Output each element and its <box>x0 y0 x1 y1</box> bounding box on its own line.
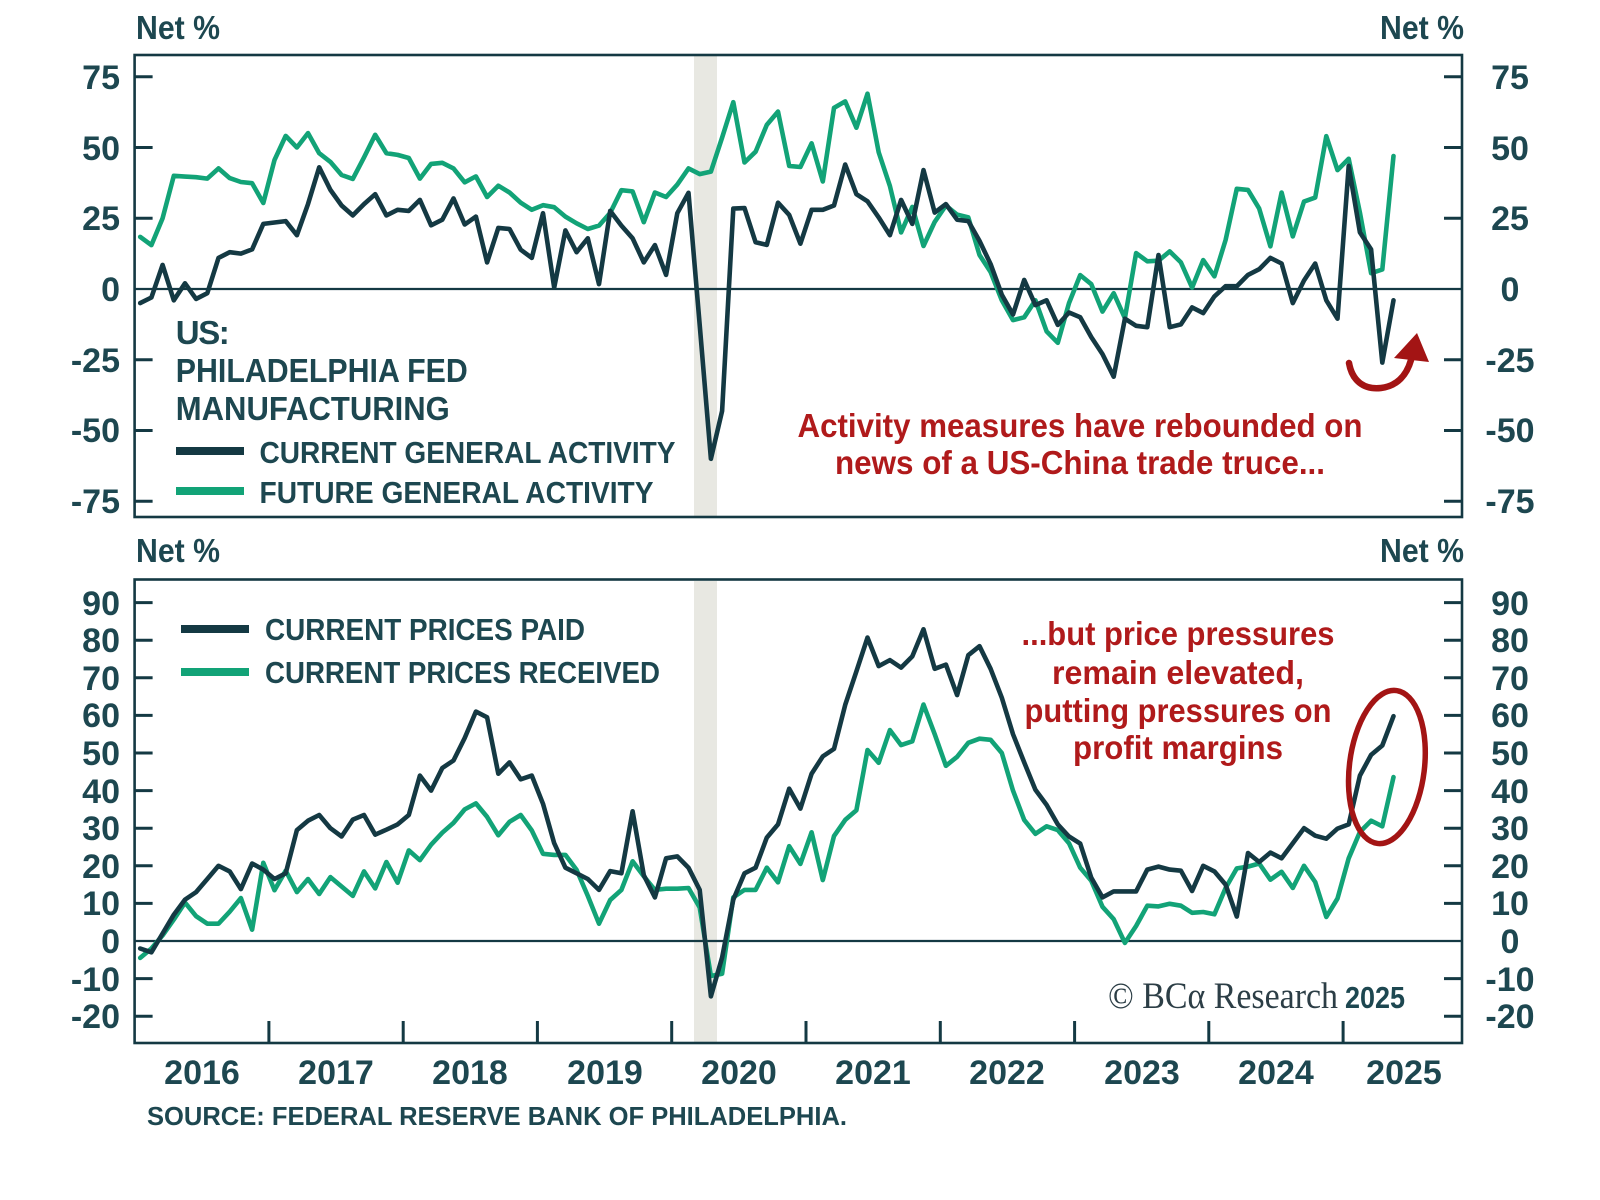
svg-text:70: 70 <box>1491 660 1529 698</box>
svg-text:40: 40 <box>82 773 120 811</box>
svg-text:-10: -10 <box>71 961 120 999</box>
svg-text:© BCα Research: © BCα Research <box>1108 976 1338 1017</box>
svg-text:MANUFACTURING: MANUFACTURING <box>176 390 450 427</box>
svg-text:Net %: Net % <box>136 532 220 569</box>
svg-text:US:: US: <box>176 314 230 351</box>
svg-text:50: 50 <box>1491 735 1529 773</box>
svg-text:60: 60 <box>1491 697 1529 735</box>
svg-text:0: 0 <box>101 271 120 309</box>
svg-text:0: 0 <box>101 923 120 961</box>
svg-text:-25: -25 <box>1485 342 1534 380</box>
svg-text:2019: 2019 <box>567 1054 643 1092</box>
svg-text:CURRENT PRICES RECEIVED: CURRENT PRICES RECEIVED <box>265 655 660 690</box>
svg-text:70: 70 <box>82 660 120 698</box>
svg-text:0: 0 <box>1501 271 1520 309</box>
svg-text:2023: 2023 <box>1104 1054 1180 1092</box>
svg-text:2018: 2018 <box>432 1054 508 1092</box>
svg-text:2025: 2025 <box>1345 980 1405 1015</box>
svg-text:40: 40 <box>1491 773 1529 811</box>
svg-text:-25: -25 <box>71 342 120 380</box>
svg-text:90: 90 <box>1491 585 1529 623</box>
svg-text:50: 50 <box>1491 130 1529 168</box>
svg-text:10: 10 <box>82 885 120 923</box>
svg-text:...but price pressures: ...but price pressures <box>1022 615 1335 652</box>
svg-text:-10: -10 <box>1485 961 1534 999</box>
svg-text:60: 60 <box>82 697 120 735</box>
svg-text:CURRENT GENERAL ACTIVITY: CURRENT GENERAL ACTIVITY <box>260 435 676 470</box>
svg-text:25: 25 <box>1491 200 1529 238</box>
svg-text:75: 75 <box>1491 59 1529 97</box>
svg-text:75: 75 <box>82 59 120 97</box>
svg-text:-20: -20 <box>1485 998 1534 1036</box>
svg-text:20: 20 <box>82 848 120 886</box>
svg-text:25: 25 <box>82 200 120 238</box>
svg-text:0: 0 <box>1501 923 1520 961</box>
svg-text:FUTURE GENERAL ACTIVITY: FUTURE GENERAL ACTIVITY <box>260 475 654 510</box>
svg-text:PHILADELPHIA FED: PHILADELPHIA FED <box>176 352 468 389</box>
svg-text:-75: -75 <box>1485 483 1534 521</box>
svg-text:2016: 2016 <box>164 1054 240 1092</box>
svg-text:2017: 2017 <box>298 1054 374 1092</box>
svg-text:Net %: Net % <box>136 9 220 46</box>
svg-text:-50: -50 <box>1485 412 1534 450</box>
svg-text:50: 50 <box>82 130 120 168</box>
svg-text:50: 50 <box>82 735 120 773</box>
svg-text:CURRENT PRICES PAID: CURRENT PRICES PAID <box>265 612 585 647</box>
svg-text:Net %: Net % <box>1380 532 1464 569</box>
svg-text:Activity measures have rebound: Activity measures have rebounded on <box>798 407 1363 444</box>
svg-text:SOURCE: FEDERAL RESERVE BANK O: SOURCE: FEDERAL RESERVE BANK OF PHILADEL… <box>147 1101 847 1131</box>
svg-text:2020: 2020 <box>701 1054 777 1092</box>
svg-text:20: 20 <box>1491 848 1529 886</box>
svg-text:30: 30 <box>1491 810 1529 848</box>
svg-text:2021: 2021 <box>835 1054 911 1092</box>
svg-text:-50: -50 <box>71 412 120 450</box>
svg-text:30: 30 <box>82 810 120 848</box>
svg-text:remain elevated,: remain elevated, <box>1052 654 1304 691</box>
svg-text:2025: 2025 <box>1366 1054 1442 1092</box>
svg-text:2024: 2024 <box>1238 1054 1314 1092</box>
svg-text:-20: -20 <box>71 998 120 1036</box>
svg-text:2022: 2022 <box>969 1054 1045 1092</box>
svg-text:-75: -75 <box>71 483 120 521</box>
svg-text:10: 10 <box>1491 885 1529 923</box>
svg-text:80: 80 <box>82 622 120 660</box>
svg-text:Net %: Net % <box>1380 9 1464 46</box>
svg-text:putting pressures on: putting pressures on <box>1025 692 1332 729</box>
svg-text:90: 90 <box>82 585 120 623</box>
svg-text:80: 80 <box>1491 622 1529 660</box>
svg-text:news of a US-China trade truce: news of a US-China trade truce... <box>835 444 1325 481</box>
svg-text:profit margins: profit margins <box>1073 729 1283 766</box>
